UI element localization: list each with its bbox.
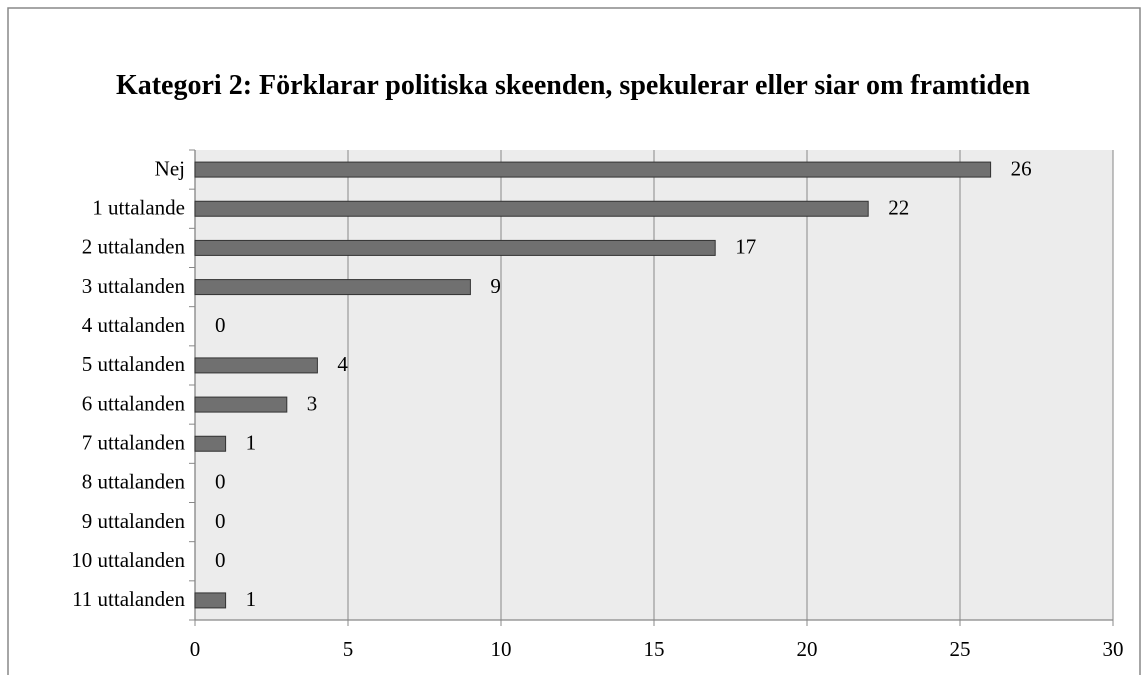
bar: [194, 279, 471, 296]
y-tick-label: 9 uttalanden: [82, 509, 186, 533]
bar: [194, 200, 869, 217]
bar: [194, 592, 227, 609]
bar: [194, 239, 716, 256]
data-label: 0: [215, 470, 226, 494]
y-tick-label: 3 uttalanden: [82, 274, 186, 298]
data-label: 3: [307, 391, 318, 415]
x-tick-label: 20: [797, 637, 818, 661]
x-tick-label: 30: [1103, 637, 1124, 661]
y-tick-label: 4 uttalanden: [82, 313, 186, 337]
data-label: 1: [246, 431, 257, 455]
y-tick-label: 10 uttalanden: [71, 548, 185, 572]
bar: [194, 396, 288, 413]
y-tick-label: 7 uttalanden: [82, 431, 186, 455]
data-label: 17: [735, 235, 756, 259]
data-label: 26: [1011, 156, 1032, 180]
x-tick-label: 15: [644, 637, 665, 661]
x-tick-label: 0: [190, 637, 201, 661]
bar: [194, 357, 318, 374]
x-tick-label: 10: [491, 637, 512, 661]
y-tick-label: Nej: [155, 156, 185, 180]
data-label: 0: [215, 509, 226, 533]
y-tick-label: 2 uttalanden: [82, 235, 186, 259]
bar: [194, 161, 992, 178]
data-label: 0: [215, 313, 226, 337]
bar: [194, 435, 227, 452]
chart-border: [7, 7, 1141, 675]
y-tick-label: 11 uttalanden: [72, 587, 185, 611]
y-tick-label: 5 uttalanden: [82, 352, 186, 376]
y-tick-label: 1 uttalande: [92, 196, 185, 220]
data-label: 1: [246, 587, 257, 611]
y-tick-label: 6 uttalanden: [82, 391, 186, 415]
data-label: 4: [337, 352, 348, 376]
y-tick-label: 8 uttalanden: [82, 470, 186, 494]
x-tick-label: 25: [950, 637, 971, 661]
x-tick-label: 5: [343, 637, 354, 661]
chart-title: Kategori 2: Förklarar politiska skeenden…: [115, 70, 1031, 101]
data-label: 22: [888, 196, 909, 220]
data-label: 9: [490, 274, 501, 298]
data-label: 0: [215, 548, 226, 572]
